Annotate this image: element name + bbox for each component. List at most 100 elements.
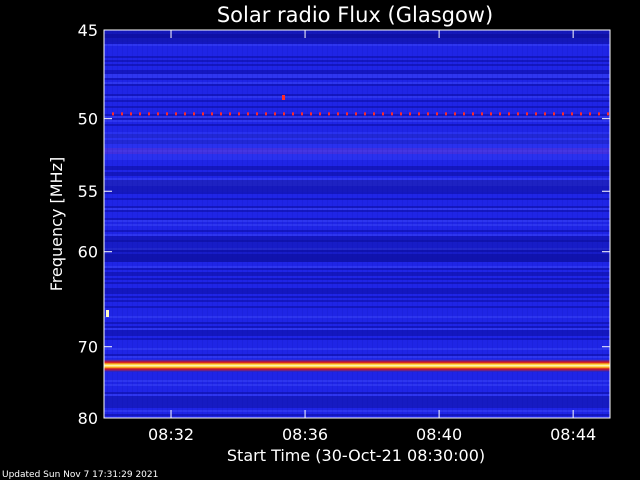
spectrum-texture	[262, 30, 263, 418]
interference-dot	[211, 112, 213, 116]
interference-dot	[175, 112, 177, 116]
spectrum-texture	[127, 30, 128, 418]
spectrum-band	[104, 234, 610, 236]
interference-dot	[391, 112, 393, 116]
spectrum-band	[104, 72, 610, 74]
interference-dot	[418, 112, 420, 116]
spectrum-texture	[132, 30, 133, 418]
spectrum-band	[104, 414, 610, 416]
spectrum-texture	[267, 30, 268, 418]
spectrum-texture	[532, 30, 533, 418]
spectrum-band	[104, 74, 610, 76]
spectrum-texture	[367, 30, 368, 418]
spectrum-texture	[252, 30, 253, 418]
interference-dot	[463, 112, 465, 116]
interference-dot	[148, 112, 150, 116]
spectrum-texture	[297, 30, 298, 418]
spectrum-texture	[172, 30, 173, 418]
spectrum-texture	[207, 30, 208, 418]
spectrum-texture	[407, 30, 408, 418]
spectrum-band	[104, 210, 610, 212]
spike-white	[106, 310, 109, 317]
chart-title: Solar radio Flux (Glasgow)	[217, 3, 493, 27]
spectrum-band	[104, 380, 610, 382]
spectrum-texture	[327, 30, 328, 418]
spectrum-band	[104, 338, 610, 340]
x-tick-label: 08:44	[550, 425, 596, 444]
interference-dot	[265, 112, 267, 116]
spectrum-band	[104, 82, 610, 84]
spectrum-band	[104, 266, 610, 268]
spectrum-band	[104, 134, 610, 136]
spectrum-band	[104, 356, 610, 358]
interference-dot	[355, 112, 357, 116]
spectrum-band	[104, 136, 610, 138]
interference-dot	[220, 112, 222, 116]
spectrum-band	[104, 76, 610, 78]
spectrum-dark-band	[104, 180, 610, 192]
spectrum-texture	[502, 30, 503, 418]
update-timestamp: Updated Sun Nov 7 17:31:29 2021	[2, 470, 158, 480]
spectrum-texture	[137, 30, 138, 418]
spectrum-texture	[112, 30, 113, 418]
interference-dot	[499, 112, 501, 116]
spectrum-band	[104, 218, 610, 220]
spectrum-band	[104, 208, 610, 210]
spectrum-band	[104, 282, 610, 284]
spectrum-band	[104, 332, 610, 334]
spectrum-texture	[182, 30, 183, 418]
spectrum-texture	[432, 30, 433, 418]
interference-dot	[427, 112, 429, 116]
y-tick-label: 50	[78, 110, 98, 129]
emission-line	[104, 359, 610, 372]
spectrum-texture	[547, 30, 548, 418]
spectrum-band	[104, 384, 610, 386]
spectrum-texture	[212, 30, 213, 418]
spectrum-band	[104, 248, 610, 250]
interference-dot	[256, 112, 258, 116]
spectrum-texture	[352, 30, 353, 418]
spectrum-band	[104, 410, 610, 412]
spectrum-band	[104, 100, 610, 102]
spectrum-texture	[512, 30, 513, 418]
spectrum-texture	[107, 30, 108, 418]
interference-dot	[238, 112, 240, 116]
spectrum-band	[104, 84, 610, 86]
spectrum-texture	[187, 30, 188, 418]
spectrum-texture	[282, 30, 283, 418]
spectrum-texture	[152, 30, 153, 418]
interference-dot	[526, 112, 528, 116]
spectrum-texture	[457, 30, 458, 418]
spectrum-band	[104, 56, 610, 58]
spectrum-texture	[192, 30, 193, 418]
spectrum-bright-band	[104, 132, 610, 160]
interference-dot	[112, 112, 114, 116]
spectrum-texture	[527, 30, 528, 418]
spectrum-texture	[587, 30, 588, 418]
spectrum-texture	[332, 30, 333, 418]
spectrum-texture	[552, 30, 553, 418]
plot-area	[103, 29, 611, 419]
spectrum-band	[104, 180, 610, 182]
spectrum-band	[104, 142, 610, 144]
spectrum-texture	[487, 30, 488, 418]
spectrum-texture	[392, 30, 393, 418]
interference-dot	[544, 112, 546, 116]
spectrum-texture	[582, 30, 583, 418]
spectrum-bright-band	[104, 148, 610, 154]
interference-dot	[508, 112, 510, 116]
interference-dot	[184, 112, 186, 116]
spectrum-band	[104, 42, 610, 44]
interference-dot	[319, 112, 321, 116]
spectrum-band	[104, 254, 610, 256]
spectrum-band	[104, 292, 610, 294]
spectrum-band	[104, 94, 610, 96]
interference-dot	[400, 112, 402, 116]
spectrum-texture	[492, 30, 493, 418]
spectrum-band	[104, 174, 610, 176]
spectrum-band	[104, 44, 610, 46]
spectrum-texture	[572, 30, 573, 418]
interference-dot	[202, 112, 204, 116]
spectrum-band	[104, 278, 610, 280]
